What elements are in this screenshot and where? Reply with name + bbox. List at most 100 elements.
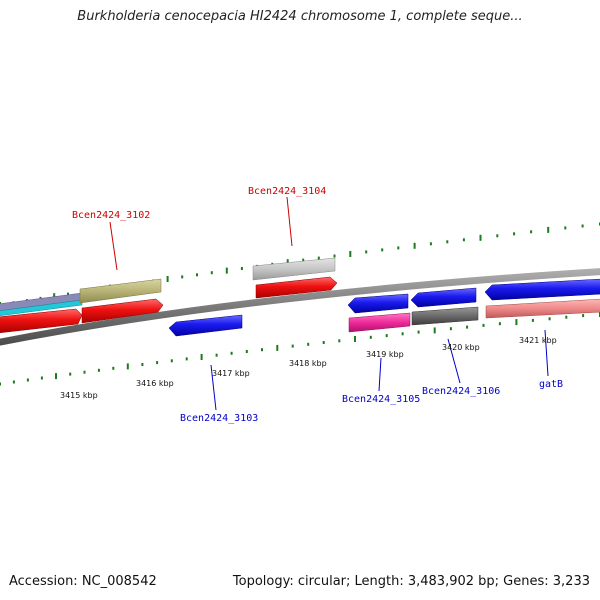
feature-blue-arrow-3106[interactable] xyxy=(410,287,477,308)
minor-tick xyxy=(397,246,400,250)
minor-tick xyxy=(530,230,533,234)
label-leader-lines xyxy=(109,196,549,411)
minor-tick xyxy=(302,258,305,262)
axis-tick-labels: 3415 kbp 3416 kbp 3417 kbp 3418 kbp 3419… xyxy=(60,336,557,400)
minor-tick xyxy=(83,370,86,374)
minor-tick xyxy=(156,361,159,365)
minor-tick xyxy=(496,234,499,238)
minor-tick xyxy=(333,254,336,258)
major-tick xyxy=(225,267,228,274)
feature-blue-arrow-3105[interactable] xyxy=(347,293,409,314)
minor-tick xyxy=(338,339,341,343)
major-tick xyxy=(433,327,436,334)
minor-tick xyxy=(291,344,294,348)
feature-track-olive-left[interactable] xyxy=(79,278,162,304)
feature-blue-arrow-3103[interactable] xyxy=(168,314,243,337)
leader-line-gatb xyxy=(544,329,549,377)
minor-tick xyxy=(429,242,432,246)
minor-tick xyxy=(365,250,368,254)
gene-label-gatb[interactable]: gatB xyxy=(539,379,563,390)
feature-blue-arrow-gatb[interactable] xyxy=(484,278,600,301)
minor-tick xyxy=(385,334,388,338)
map-title: Burkholderia cenocepacia HI2424 chromoso… xyxy=(77,9,523,24)
feature-red-arrow-left[interactable] xyxy=(0,308,83,334)
tick-label-3419: 3419 kbp xyxy=(366,350,404,359)
gene-label-3106[interactable]: Bcen2424_3106 xyxy=(422,386,500,397)
gene-labels: Bcen2424_3102 Bcen2424_3104 Bcen2424_310… xyxy=(72,186,563,424)
leader-line-3104 xyxy=(286,196,293,247)
forward-strand-features xyxy=(0,257,338,334)
feature-magenta-box-3105[interactable] xyxy=(348,312,411,333)
feature-red-arrow-3102[interactable] xyxy=(81,298,164,324)
major-tick xyxy=(413,242,416,249)
minor-tick xyxy=(513,232,516,236)
minor-tick xyxy=(462,238,465,242)
minor-tick xyxy=(548,317,551,321)
minor-tick xyxy=(564,226,567,230)
minor-tick xyxy=(369,335,372,339)
topology-stats-footer: Topology: circular; Length: 3,483,902 bp… xyxy=(232,574,590,589)
major-tick xyxy=(55,373,57,380)
feature-track-cyan-left[interactable] xyxy=(0,299,83,316)
leader-line-3106 xyxy=(447,338,461,384)
feature-red-arrow-3104[interactable] xyxy=(255,276,338,299)
minor-tick xyxy=(26,378,29,382)
major-tick xyxy=(354,336,356,342)
minor-tick xyxy=(307,342,310,346)
major-tick xyxy=(286,259,289,266)
minor-tick xyxy=(482,323,485,327)
chromosome-backbone xyxy=(0,268,600,346)
minor-tick xyxy=(582,314,585,318)
minor-tick xyxy=(417,330,420,334)
major-tick xyxy=(53,293,56,300)
minor-tick xyxy=(449,327,452,331)
leader-line-3103 xyxy=(210,364,217,411)
minor-tick xyxy=(230,351,233,355)
major-tick xyxy=(479,234,482,241)
minor-tick xyxy=(581,224,584,228)
minor-tick xyxy=(381,248,384,252)
minor-tick xyxy=(261,348,263,352)
minor-tick xyxy=(322,341,325,344)
gene-label-3103[interactable]: Bcen2424_3103 xyxy=(180,413,258,424)
minor-tick xyxy=(317,256,320,260)
minor-tick xyxy=(185,357,188,361)
major-tick xyxy=(349,251,352,257)
minor-tick xyxy=(40,376,43,380)
gene-label-3104[interactable]: Bcen2424_3104 xyxy=(248,186,326,197)
major-tick xyxy=(515,319,518,326)
tick-label-3421: 3421 kbp xyxy=(519,336,557,345)
reverse-strand-features xyxy=(168,278,600,337)
feature-grey-box-3104[interactable] xyxy=(252,257,336,281)
major-tick xyxy=(166,276,169,282)
feature-dark-grey-box-3106[interactable] xyxy=(411,306,479,326)
minor-tick xyxy=(69,372,72,376)
minor-tick xyxy=(498,322,501,326)
feature-salmon-box-gatb[interactable] xyxy=(485,298,600,319)
minor-tick xyxy=(446,240,449,244)
tick-label-3416: 3416 kbp xyxy=(136,379,174,388)
minor-tick xyxy=(565,315,568,319)
minor-tick xyxy=(210,271,213,275)
minor-tick xyxy=(97,368,100,372)
minor-tick xyxy=(245,350,248,353)
minor-tick xyxy=(141,363,144,366)
tick-label-3415: 3415 kbp xyxy=(60,391,98,400)
minor-tick xyxy=(12,380,15,384)
minor-tick xyxy=(466,325,469,329)
minor-tick xyxy=(112,366,115,370)
minor-tick xyxy=(401,332,404,336)
gene-label-3105[interactable]: Bcen2424_3105 xyxy=(342,394,420,405)
minor-tick xyxy=(531,318,534,322)
tick-label-3417: 3417 kbp xyxy=(212,369,250,378)
minor-tick xyxy=(181,275,184,279)
minor-tick xyxy=(196,273,198,277)
gene-label-3102[interactable]: Bcen2424_3102 xyxy=(72,210,150,221)
tick-label-3418: 3418 kbp xyxy=(289,359,327,368)
tick-label-3420: 3420 kbp xyxy=(442,343,480,352)
major-tick xyxy=(126,363,129,370)
inner-tick-track xyxy=(0,311,600,386)
minor-tick xyxy=(67,292,69,296)
minor-tick xyxy=(0,382,1,386)
